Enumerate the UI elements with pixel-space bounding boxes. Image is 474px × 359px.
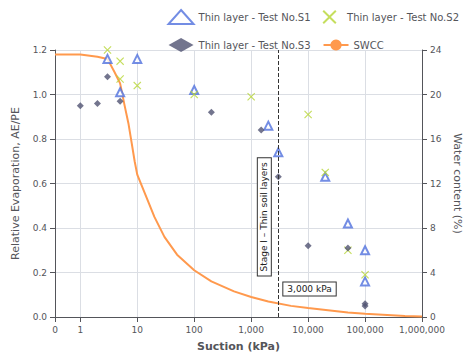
- svg-text:1.0: 1.0: [33, 90, 48, 100]
- svg-text:0.8: 0.8: [33, 134, 48, 144]
- svg-text:Stage I – Thin soil layers: Stage I – Thin soil layers: [259, 162, 269, 272]
- svg-text:100: 100: [186, 325, 203, 335]
- svg-text:Relative Evaporation, AE/PE: Relative Evaporation, AE/PE: [9, 107, 22, 260]
- svg-text:1: 1: [77, 325, 83, 335]
- svg-text:0: 0: [430, 312, 436, 322]
- svg-text:20: 20: [430, 90, 442, 100]
- svg-text:0.4: 0.4: [33, 223, 48, 233]
- svg-text:Suction (kPa): Suction (kPa): [197, 340, 280, 353]
- svg-text:Thin layer - Test No.S1: Thin layer - Test No.S1: [198, 12, 311, 23]
- svg-text:8: 8: [430, 223, 436, 233]
- svg-text:Thin layer - Test No.S2: Thin layer - Test No.S2: [346, 12, 459, 23]
- svg-text:Thin layer - Test No.S3: Thin layer - Test No.S3: [198, 40, 311, 51]
- svg-text:1.2: 1.2: [33, 45, 47, 55]
- svg-text:10,000: 10,000: [292, 325, 324, 335]
- svg-text:Water content (%): Water content (%): [451, 133, 464, 234]
- svg-text:10: 10: [132, 325, 144, 335]
- svg-text:1,000,000: 1,000,000: [399, 325, 445, 335]
- svg-text:24: 24: [430, 45, 442, 55]
- svg-text:1,000: 1,000: [238, 325, 264, 335]
- svg-text:3,000 kPa: 3,000 kPa: [287, 284, 331, 294]
- svg-text:100,000: 100,000: [346, 325, 383, 335]
- svg-text:0: 0: [52, 325, 58, 335]
- svg-text:0.6: 0.6: [33, 179, 48, 189]
- svg-text:16: 16: [430, 134, 442, 144]
- svg-text:SWCC: SWCC: [354, 40, 384, 51]
- svg-text:4: 4: [430, 268, 436, 278]
- svg-text:12: 12: [430, 179, 441, 189]
- svg-text:0.0: 0.0: [33, 312, 48, 322]
- svg-text:0.2: 0.2: [33, 268, 47, 278]
